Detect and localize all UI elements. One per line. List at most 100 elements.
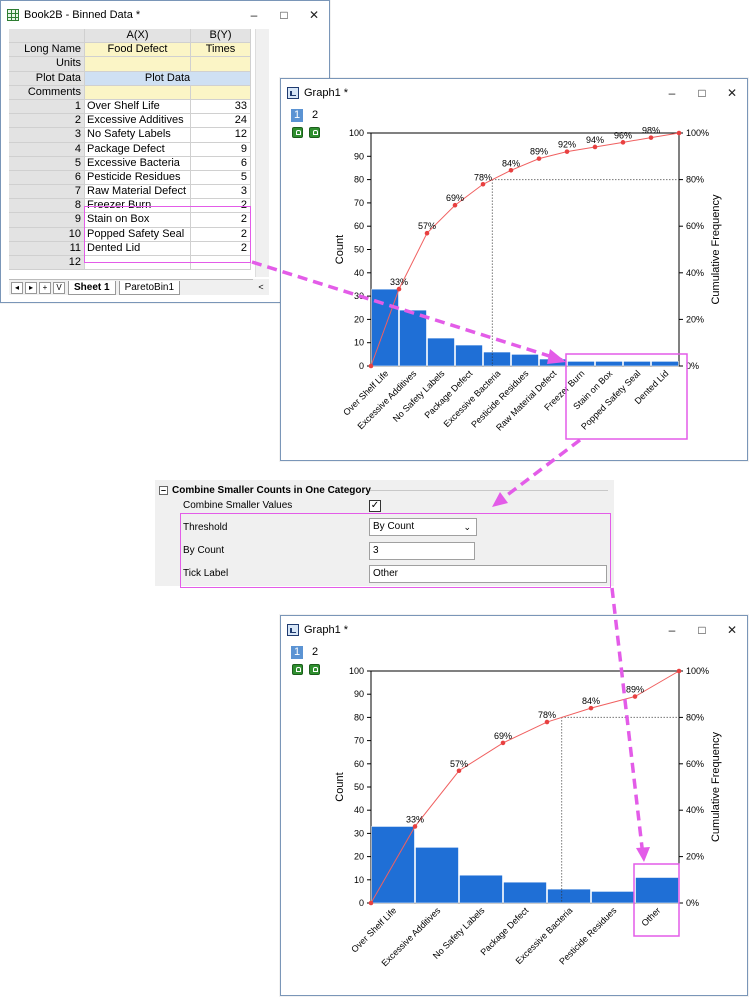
maximize-button[interactable]: □ [698,623,706,637]
tab-sheet1[interactable]: Sheet 1 [68,280,116,295]
row-number[interactable]: 11 [9,241,85,256]
cell[interactable]: Freezer Burn [85,199,191,214]
maximize-button[interactable]: □ [698,86,706,100]
corner-cell[interactable] [9,29,85,44]
row-number[interactable]: 2 [9,114,85,129]
cell[interactable]: 2 [191,199,251,214]
x-tick-label: Other [639,905,662,928]
section-header[interactable]: – Combine Smaller Counts in One Category [159,483,371,497]
bar [567,361,595,367]
divider [370,490,608,491]
row-number[interactable]: 4 [9,142,85,157]
row-label[interactable]: Plot Data [9,71,85,86]
worksheet-titlebar[interactable]: Book2B - Binned Data * – □ ✕ [1,1,329,29]
cell[interactable]: Popped Safety Seal [85,227,191,242]
minimize-button[interactable]: – [250,8,258,22]
row-number[interactable]: 8 [9,199,85,214]
column-header-b[interactable]: B(Y) [191,29,251,44]
cell[interactable]: Food Defect [85,43,191,58]
close-button[interactable]: ✕ [308,8,320,22]
graph2-titlebar[interactable]: Graph1 * – □ ✕ [281,616,747,644]
row-label[interactable]: Comments [9,85,85,100]
prev-sheet-button[interactable]: ◂ [11,281,23,294]
cell[interactable]: Times [191,43,251,58]
cell[interactable] [85,256,191,271]
row-label[interactable]: Long Name [9,43,85,58]
row-number[interactable]: 5 [9,156,85,171]
cell[interactable]: 5 [191,170,251,186]
row-label[interactable]: Units [9,57,85,72]
cell[interactable] [85,57,191,72]
cell[interactable]: 24 [191,114,251,129]
cumulative-point [368,363,374,369]
cell[interactable]: Raw Material Defect [85,185,191,200]
cell[interactable]: Dented Lid [85,241,191,256]
cell[interactable]: Over Shelf Life [85,99,191,115]
cell[interactable]: Pesticide Residues [85,170,191,186]
column-header-row: A(X) B(Y) [9,29,253,44]
ticklabel-input[interactable]: Other [369,565,607,583]
graph1-titlebar[interactable]: Graph1 * – □ ✕ [281,79,747,107]
layer-tab-1[interactable]: 1 [291,646,303,659]
table-row: 3 No Safety Labels 12 [9,128,253,143]
units-row: Units [9,57,253,72]
minimize-button[interactable]: – [668,623,676,637]
cell[interactable]: 2 [191,241,251,256]
cell[interactable]: 33 [191,99,251,115]
sparkline-cell[interactable]: Plot Data [85,71,251,86]
combine-checkbox[interactable]: ✓ [369,500,381,512]
cell[interactable]: 2 [191,213,251,228]
cell[interactable]: No Safety Labels [85,128,191,143]
scroll-left-arrow-icon[interactable]: < [253,279,269,295]
cell[interactable]: 9 [191,142,251,157]
cell[interactable]: 3 [191,185,251,200]
table-row: 2 Excessive Additives 24 [9,114,253,129]
cell[interactable]: 2 [191,227,251,242]
close-button[interactable]: ✕ [726,86,738,100]
y2-tick-label: 0% [686,361,699,371]
lock-icon[interactable] [292,664,303,675]
row-number[interactable]: 1 [9,99,85,115]
threshold-select[interactable]: By Count ⌄ [369,518,477,536]
cell[interactable] [191,57,251,72]
cell[interactable]: 12 [191,128,251,143]
lock-icon[interactable] [292,127,303,138]
layer-tab-2[interactable]: 2 [311,646,319,658]
column-header-a[interactable]: A(X) [85,29,191,44]
ticklabel-label: Tick Label [183,568,229,579]
row-number[interactable]: 12 [9,256,85,271]
pareto-chart-1: 0 10 20 30 40 50 60 70 80 90 100 0% 20% 40% 60% 80% 100%… [334,126,722,433]
sheet-list-button[interactable]: V [53,281,65,294]
lock-icon[interactable] [309,664,320,675]
row-number[interactable]: 3 [9,128,85,143]
row-number[interactable]: 7 [9,185,85,200]
cell[interactable] [191,256,251,271]
lock-icon[interactable] [309,127,320,138]
cell[interactable] [191,85,251,100]
y-tick-label: 0 [359,361,364,371]
close-button[interactable]: ✕ [726,623,738,637]
row-number[interactable]: 10 [9,227,85,242]
row-number[interactable]: 9 [9,213,85,228]
worksheet-title: Book2B - Binned Data * [24,9,141,21]
bycount-input[interactable]: 3 [369,542,475,560]
cumulative-point [456,768,462,774]
cell[interactable]: Stain on Box [85,213,191,228]
next-sheet-button[interactable]: ▸ [25,281,37,294]
vertical-scrollbar[interactable] [255,29,269,277]
row-number[interactable]: 6 [9,170,85,186]
cell[interactable] [85,85,191,100]
minimize-button[interactable]: – [668,86,676,100]
add-sheet-button[interactable]: + [39,281,51,294]
cell[interactable]: Excessive Bacteria [85,156,191,171]
cell[interactable]: 6 [191,156,251,171]
y2-tick-label: 60% [686,759,704,769]
tab-paretobin1[interactable]: ParetoBin1 [118,280,181,295]
layer-tab-1[interactable]: 1 [291,109,303,122]
threshold-label: Threshold [183,522,228,533]
collapse-icon[interactable]: – [159,484,168,495]
maximize-button[interactable]: □ [280,8,288,22]
cell[interactable]: Package Defect [85,142,191,157]
layer-tab-2[interactable]: 2 [311,109,319,121]
cell[interactable]: Excessive Additives [85,114,191,129]
